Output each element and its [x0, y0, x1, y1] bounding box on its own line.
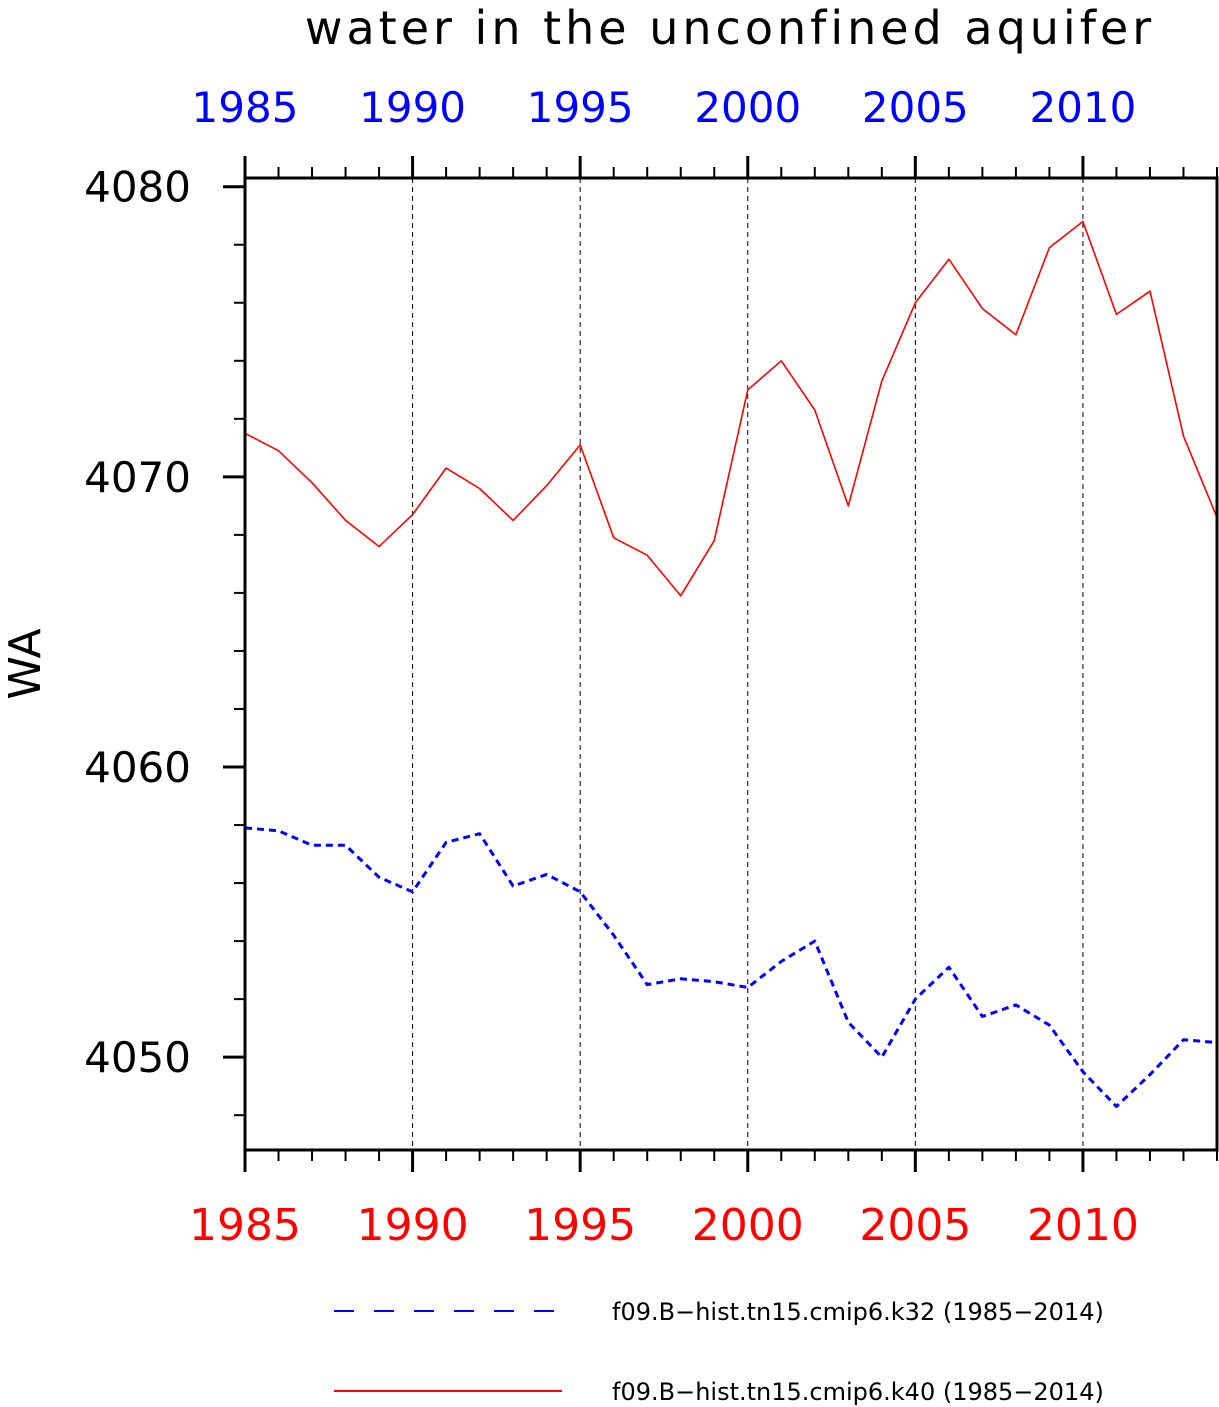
y-tick-label-4060: 4060: [84, 743, 191, 792]
series-line-0: [244, 826, 1218, 1108]
grid-lines: [412, 178, 1084, 1150]
axis-ticks: [223, 156, 1218, 1172]
x-tick-label-top-2005: 2005: [862, 83, 969, 132]
plot-frame: [243, 176, 1219, 1152]
x-tick-label-bottom-2005: 2005: [859, 1200, 971, 1251]
x-tick-label-top-1995: 1995: [527, 83, 634, 132]
x-tick-label-bottom-2010: 2010: [1027, 1200, 1139, 1251]
x-tick-label-top-1985: 1985: [192, 83, 299, 132]
x-tick-label-bottom-1990: 1990: [357, 1200, 469, 1251]
y-tick-label-4080: 4080: [84, 163, 191, 212]
y-tick-label-4050: 4050: [84, 1033, 191, 1082]
legend-label-1: f09.B−hist.tn15.cmip6.k40 (1985−2014): [612, 1378, 1104, 1406]
x-tick-label-top-1990: 1990: [359, 83, 466, 132]
x-tick-label-bottom-2000: 2000: [692, 1200, 804, 1251]
chart-title: water in the unconfined aquifer: [305, 1, 1155, 55]
y-axis-label: WA: [0, 628, 51, 699]
x-tick-label-top-2010: 2010: [1029, 83, 1136, 132]
legend: f09.B−hist.tn15.cmip6.k32 (1985−2014) f09…: [334, 1298, 1104, 1406]
x-tick-label-bottom-1985: 1985: [189, 1200, 301, 1251]
y-tick-label-4070: 4070: [84, 453, 191, 502]
x-tick-label-bottom-1995: 1995: [524, 1200, 636, 1251]
legend-label-0: f09.B−hist.tn15.cmip6.k32 (1985−2014): [612, 1298, 1104, 1326]
series-line-1: [244, 220, 1218, 597]
series-layer: [244, 220, 1218, 1108]
tick-labels: 4050406040704080198519851990199019951995…: [84, 83, 1139, 1251]
x-tick-label-top-2000: 2000: [694, 83, 801, 132]
